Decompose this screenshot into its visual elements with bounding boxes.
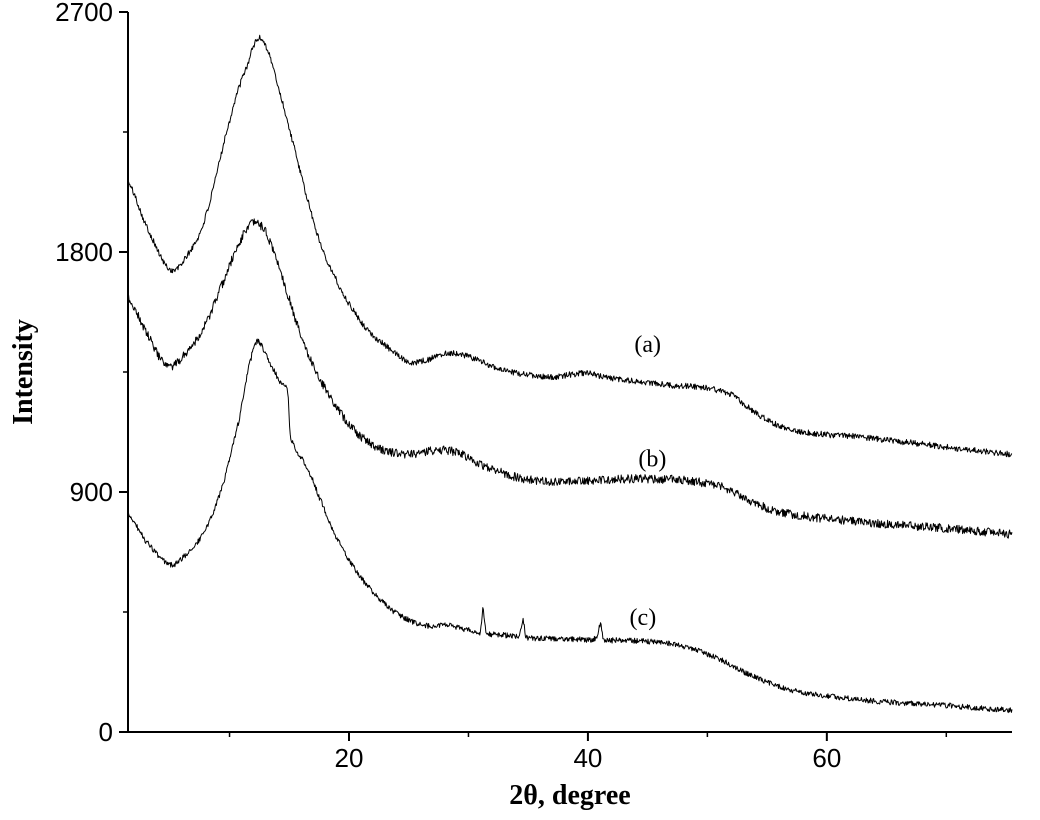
y-axis-title: Intensity xyxy=(8,319,39,425)
series-curve-a xyxy=(128,34,1013,458)
x-axis-title: 2θ, degree xyxy=(509,780,630,811)
x-axis-tick-label: 60 xyxy=(812,743,841,773)
series-label-c: (c) xyxy=(630,605,657,631)
series-label-b: (b) xyxy=(638,447,666,473)
series-curve-b xyxy=(128,218,1013,539)
y-axis-tick-label: 2700 xyxy=(55,0,113,27)
x-axis-tick-label: 40 xyxy=(573,743,602,773)
series-curve-c xyxy=(128,338,1013,714)
y-axis-tick-label: 900 xyxy=(70,477,113,507)
axis-spines xyxy=(127,12,1012,733)
series-label-a: (a) xyxy=(634,332,661,358)
x-axis-tick-label: 20 xyxy=(335,743,364,773)
y-axis-tick-label: 0 xyxy=(99,717,113,747)
y-axis-tick-label: 1800 xyxy=(55,237,113,267)
